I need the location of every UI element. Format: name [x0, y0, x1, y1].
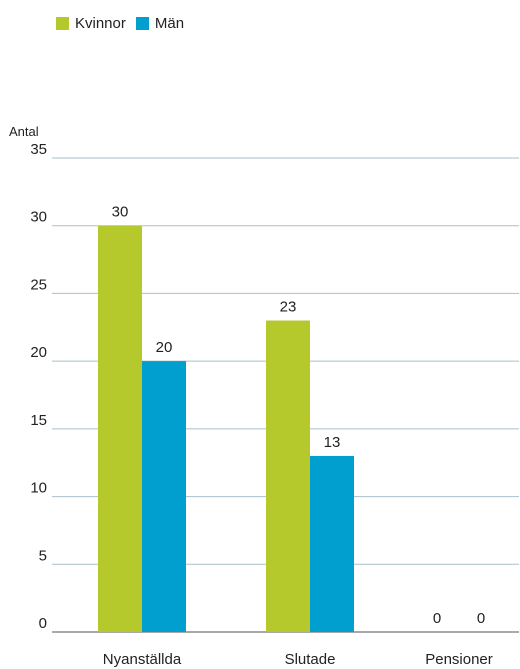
- y-tick-label-15: 15: [30, 412, 47, 429]
- bars: [98, 225, 354, 632]
- legend-swatch-kvinnor: [56, 16, 69, 30]
- legend-item-man: Män: [135, 14, 185, 32]
- chart-legend: Kvinnor Män: [56, 12, 194, 34]
- data-label-0-2: 0: [433, 610, 441, 627]
- y-tick-label-25: 25: [30, 276, 47, 293]
- bar-kvinnor-1: [266, 320, 310, 632]
- y-tick-label-5: 5: [39, 547, 47, 564]
- x-category-label-2: Pensioner: [425, 651, 493, 668]
- data-label-1-1: 13: [324, 434, 341, 451]
- data-label-0-1: 23: [280, 299, 297, 316]
- legend-item-kvinnor: Kvinnor: [56, 15, 126, 32]
- x-category-label-1: Slutade: [285, 651, 336, 668]
- y-tick-label-10: 10: [30, 480, 47, 497]
- legend-swatch-man: [135, 16, 149, 30]
- data-label-1-2: 0: [477, 610, 485, 627]
- x-category-label-0: Nyanställda: [103, 651, 182, 668]
- y-tick-label-35: 35: [30, 141, 47, 158]
- data-label-0-0: 30: [112, 204, 129, 221]
- bar-mn-0: [142, 361, 186, 632]
- y-axis-label: Antal: [9, 124, 39, 139]
- y-tick-label-0: 0: [39, 615, 47, 632]
- legend-label-kvinnor: Kvinnor: [75, 14, 126, 32]
- data-labels: 30 20 23 13 0 0: [112, 204, 486, 627]
- y-axis-tick-labels: 0 5 10 15 20 25 30 35: [30, 141, 47, 632]
- bar-kvinnor-0: [98, 225, 142, 632]
- y-tick-label-30: 30: [30, 209, 47, 226]
- legend-label-man: Män: [154, 14, 185, 32]
- y-tick-label-20: 20: [30, 344, 47, 361]
- data-label-1-0: 20: [156, 339, 173, 356]
- x-axis-category-labels: Nyanställda Slutade Pensioner: [103, 651, 493, 668]
- bar-mn-1: [310, 455, 354, 632]
